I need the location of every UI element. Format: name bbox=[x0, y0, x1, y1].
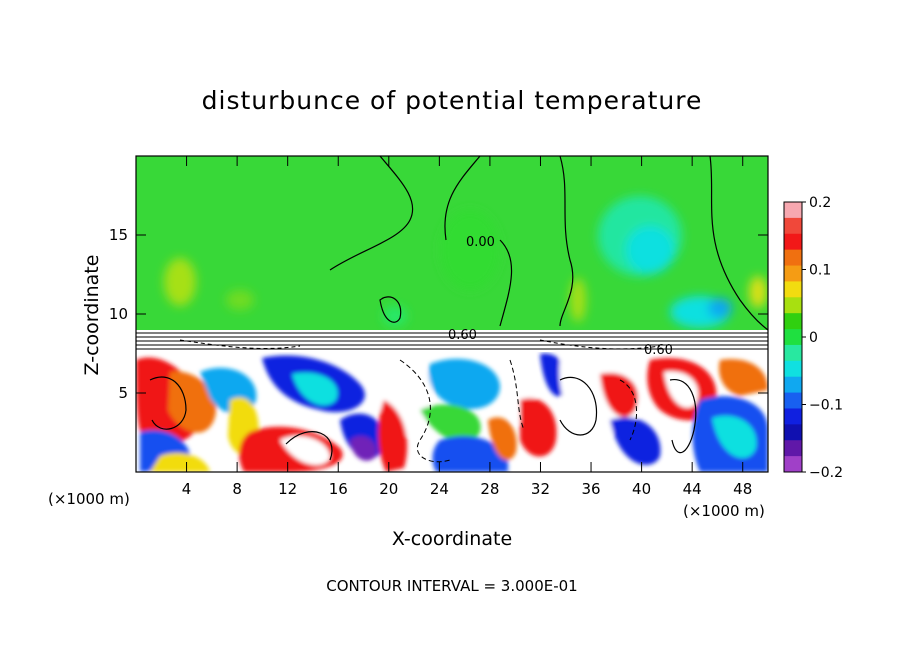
colorbar-segment bbox=[784, 249, 802, 267]
contour-label: 0.60 bbox=[644, 343, 673, 358]
blob-positive bbox=[520, 398, 557, 457]
colorbar-segment bbox=[784, 392, 802, 409]
blob-neutral bbox=[420, 404, 481, 443]
contour-lines-dashed bbox=[399, 359, 638, 463]
lower-layer-blobs bbox=[136, 350, 768, 472]
x-tick-label: 8 bbox=[232, 480, 242, 498]
colorbar-segment bbox=[784, 329, 802, 346]
colorbar-segment bbox=[784, 456, 802, 473]
colorbar-segment bbox=[784, 217, 802, 235]
contour-dashed-column bbox=[509, 359, 525, 431]
x-tick-label: 4 bbox=[182, 480, 192, 498]
contour-closed-small bbox=[379, 296, 402, 323]
field-patch-cool bbox=[626, 226, 674, 274]
colorbar-segment bbox=[784, 424, 802, 441]
blob-negative bbox=[610, 417, 661, 465]
contour-lower-mid bbox=[285, 431, 333, 461]
field-patch bbox=[440, 210, 500, 290]
contour-dashed-right bbox=[619, 379, 638, 441]
contour-zero-far-right bbox=[709, 156, 768, 331]
colorbar-segment bbox=[784, 344, 802, 362]
colorbar: 0.2 0.1 0 −0.1 −0.2 bbox=[783, 195, 843, 481]
inversion-band-dashed bbox=[179, 339, 661, 350]
contour-zero-upper-right bbox=[559, 156, 574, 327]
contour-lower-right bbox=[559, 376, 598, 436]
x-tick-label: 28 bbox=[480, 480, 499, 498]
x-tick-label: 24 bbox=[430, 480, 449, 498]
blob-negative bbox=[432, 436, 508, 472]
field-patch-warm bbox=[226, 290, 254, 310]
colorbar-segment bbox=[784, 408, 802, 425]
colorbar-segment bbox=[784, 376, 802, 394]
blob-neutral bbox=[664, 371, 699, 408]
x-tick-label: 12 bbox=[278, 480, 297, 498]
x-tick-label: 32 bbox=[531, 480, 550, 498]
colorbar-segment bbox=[784, 233, 802, 251]
x-tick-label: 40 bbox=[632, 480, 651, 498]
colorbar-segment bbox=[784, 313, 802, 330]
x-axis-label: X-coordinate bbox=[391, 528, 513, 550]
colorbar-segment bbox=[784, 440, 802, 457]
colorbar-tick-label: 0.2 bbox=[809, 195, 831, 211]
colorbar-tick-label: −0.2 bbox=[809, 465, 843, 481]
contour-label: 0.60 bbox=[448, 328, 477, 343]
inversion-band bbox=[136, 330, 768, 352]
blob-neutral bbox=[280, 436, 330, 465]
y-tick-label: 10 bbox=[109, 305, 128, 323]
chart-title: disturbunce of potential temperature bbox=[201, 86, 703, 115]
x-tick-label: 44 bbox=[683, 480, 702, 498]
contour-label: 0.00 bbox=[466, 235, 495, 250]
field-patch-warm bbox=[164, 258, 196, 306]
colorbar-tick-label: 0.1 bbox=[809, 263, 831, 279]
inversion-band-contours bbox=[136, 332, 768, 350]
x-tick-label: 36 bbox=[581, 480, 600, 498]
field-patch-cool bbox=[383, 306, 407, 326]
contour-lines bbox=[149, 156, 768, 461]
colorbar-segment bbox=[784, 265, 802, 282]
x-unit-label-left: (×1000 m) bbox=[48, 490, 130, 508]
blob-negative bbox=[350, 435, 377, 461]
field-patch-warm bbox=[749, 276, 767, 308]
heatmap-field: 0.00 0.60 0.60 bbox=[136, 156, 768, 472]
blob-positive bbox=[600, 372, 638, 417]
blob-negative bbox=[292, 372, 338, 406]
x-tick-label: 20 bbox=[379, 480, 398, 498]
y-axis: 5 10 15 bbox=[109, 226, 768, 402]
colorbar-tick-label: −0.1 bbox=[809, 398, 843, 414]
colorbar-segment bbox=[784, 281, 802, 298]
contour-lower-far-right bbox=[669, 379, 697, 454]
y-tick-label: 15 bbox=[109, 226, 128, 244]
y-tick-label: 5 bbox=[118, 384, 128, 402]
colorbar-tick-label: 0 bbox=[809, 330, 818, 346]
blob-positive bbox=[488, 417, 517, 461]
field-patch-warm bbox=[570, 278, 586, 322]
lower-turbulent-layer bbox=[136, 350, 768, 472]
blob-negative bbox=[428, 358, 500, 409]
blob-negative bbox=[712, 415, 757, 459]
contour-lower-left bbox=[149, 376, 187, 430]
x-tick-label: 48 bbox=[733, 480, 752, 498]
upper-field-patches bbox=[164, 196, 767, 328]
contour-zero-upper-left bbox=[329, 156, 414, 271]
field-patch-cool bbox=[708, 298, 732, 318]
blob-positive bbox=[150, 452, 210, 472]
x-tick-label: 16 bbox=[329, 480, 348, 498]
colorbar-segment bbox=[784, 202, 802, 219]
colorbar-segment bbox=[784, 297, 802, 314]
contour-dashed-mid bbox=[399, 359, 451, 463]
blob-positive bbox=[378, 400, 408, 472]
x-unit-label-right: (×1000 m) bbox=[683, 502, 765, 520]
colorbar-segment bbox=[784, 360, 802, 378]
x-axis: 4 8 12 16 20 24 28 32 36 40 44 48 bbox=[182, 156, 752, 498]
blob-positive bbox=[718, 359, 768, 396]
contour-zero-upper-mid bbox=[444, 156, 513, 327]
contour-interval-note: CONTOUR INTERVAL = 3.000E-01 bbox=[326, 577, 578, 595]
